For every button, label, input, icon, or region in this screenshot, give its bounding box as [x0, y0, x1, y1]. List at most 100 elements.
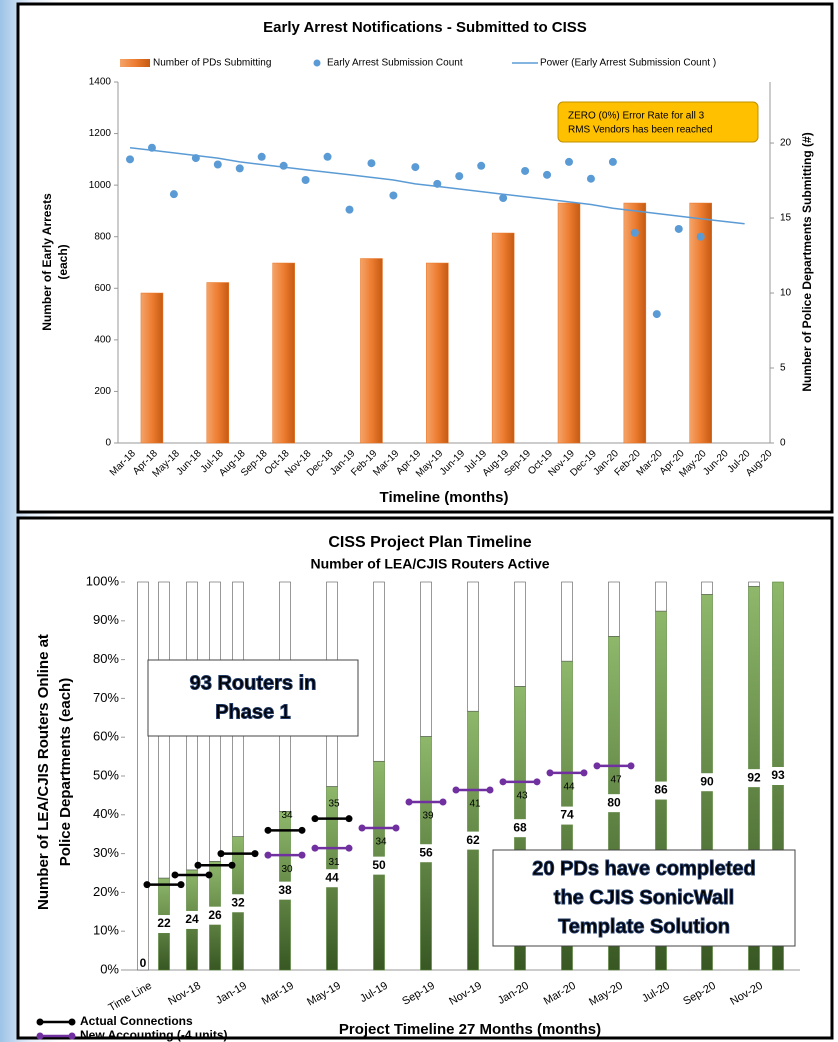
data-label: 68: [513, 820, 527, 834]
point: [477, 161, 486, 170]
segment-end: [593, 762, 601, 770]
segment-end: [345, 815, 353, 823]
label-bg: [319, 869, 345, 888]
label-bg: [765, 767, 791, 785]
y-tick-label: 600: [94, 283, 111, 294]
data-label: 0: [140, 956, 147, 970]
annotation-box: [557, 101, 759, 143]
data-label: 44: [325, 870, 339, 884]
data-label: 32: [231, 895, 245, 909]
data-label: 38: [278, 883, 292, 897]
point: [345, 205, 354, 214]
y-tick-label: 80%: [93, 651, 119, 666]
point: [674, 224, 683, 233]
bar: [491, 232, 515, 444]
segment-end: [392, 824, 400, 832]
point: [411, 163, 420, 172]
data-label: 39: [422, 811, 434, 822]
label-bg: [648, 781, 674, 800]
chart-subtitle: Number of LEA/CJIS Routers Active: [310, 556, 549, 572]
bar-segment: [137, 581, 149, 971]
segment-end: [580, 769, 588, 777]
y-axis-title: Number of LEA/CJIS Routers Online at: [35, 634, 52, 910]
bar-segment: [701, 581, 713, 595]
segment-end: [194, 861, 202, 869]
data-label: 62: [466, 833, 480, 847]
annotation: ZERO (0%) Error Rate for all 3: [568, 111, 705, 122]
bar-segment: [608, 581, 620, 637]
bar-segment: [373, 581, 385, 762]
data-label: 80: [607, 795, 621, 809]
y-tick-label: 1400: [89, 77, 112, 88]
point: [543, 170, 552, 179]
segment-end: [298, 851, 306, 859]
data-label: 47: [610, 775, 622, 786]
data-label: 92: [747, 770, 761, 784]
label-bg: [507, 819, 533, 838]
y-tick-label: 90%: [93, 612, 119, 627]
segment-end: [217, 850, 225, 858]
y2-tick-label: 10: [780, 288, 792, 299]
point: [630, 228, 639, 237]
y-tick-label: 0%: [100, 961, 119, 976]
point: [279, 161, 288, 170]
data-label: 43: [516, 790, 528, 801]
segment-end: [546, 769, 554, 777]
point: [213, 160, 222, 169]
bar-segment: [467, 581, 479, 712]
data-label: 44: [563, 782, 575, 793]
point: [696, 232, 705, 241]
y-axis-title: (each): [56, 244, 70, 279]
point: [323, 152, 332, 161]
chart-title: CISS Project Plan Timeline: [328, 534, 531, 551]
segment-end: [311, 844, 319, 852]
segment-end: [205, 871, 213, 879]
legend-label: New Accounting (-4 units): [80, 1028, 228, 1042]
point: [367, 159, 376, 168]
data-label: 31: [328, 857, 340, 868]
bar-segment: [748, 581, 760, 587]
label-bg: [460, 831, 486, 850]
segment-end: [452, 786, 460, 794]
y-tick-label: 70%: [93, 690, 119, 705]
point: [389, 191, 398, 200]
label-bg: [741, 769, 767, 788]
segment-end: [177, 881, 185, 889]
bar: [360, 258, 383, 444]
y-tick-label: 60%: [93, 729, 119, 744]
data-label: 30: [281, 864, 293, 875]
data-label: 50: [372, 858, 386, 872]
chart-title: Early Arrest Notifications - Submitted t…: [263, 19, 587, 36]
data-label: 34: [375, 837, 387, 848]
segment-end: [627, 762, 635, 770]
bar: [272, 262, 295, 444]
y2-tick-label: 15: [780, 213, 792, 224]
label-bg: [554, 806, 580, 825]
y-tick-label: 0: [105, 438, 111, 449]
y-tick-label: 1200: [89, 128, 112, 139]
y-tick-label: 1000: [89, 180, 112, 191]
legend-label: Power (Early Arrest Submission Count ): [540, 58, 716, 69]
point: [301, 175, 310, 184]
segment-end: [486, 786, 494, 794]
y-axis-title: Number of Early Arrests: [40, 193, 54, 331]
legend-swatch: [120, 59, 150, 67]
data-label: 56: [419, 845, 433, 859]
segment-end: [499, 778, 507, 786]
label-bg: [272, 881, 298, 900]
point: [608, 157, 617, 166]
bar-segment: [655, 581, 667, 612]
bar: [426, 262, 449, 444]
data-label: 86: [654, 783, 668, 797]
data-label: 93: [771, 768, 785, 782]
y-tick-label: 40%: [93, 806, 119, 821]
label-bg: [225, 894, 251, 913]
legend-swatch: [36, 1018, 44, 1026]
y2-tick-label: 0: [780, 438, 786, 449]
point: [565, 157, 573, 166]
bar-segment: [561, 581, 573, 662]
segment-end: [264, 826, 272, 834]
text-box: [492, 849, 796, 947]
label-bg: [202, 906, 228, 925]
legend-label: Actual Connections: [80, 1014, 193, 1028]
